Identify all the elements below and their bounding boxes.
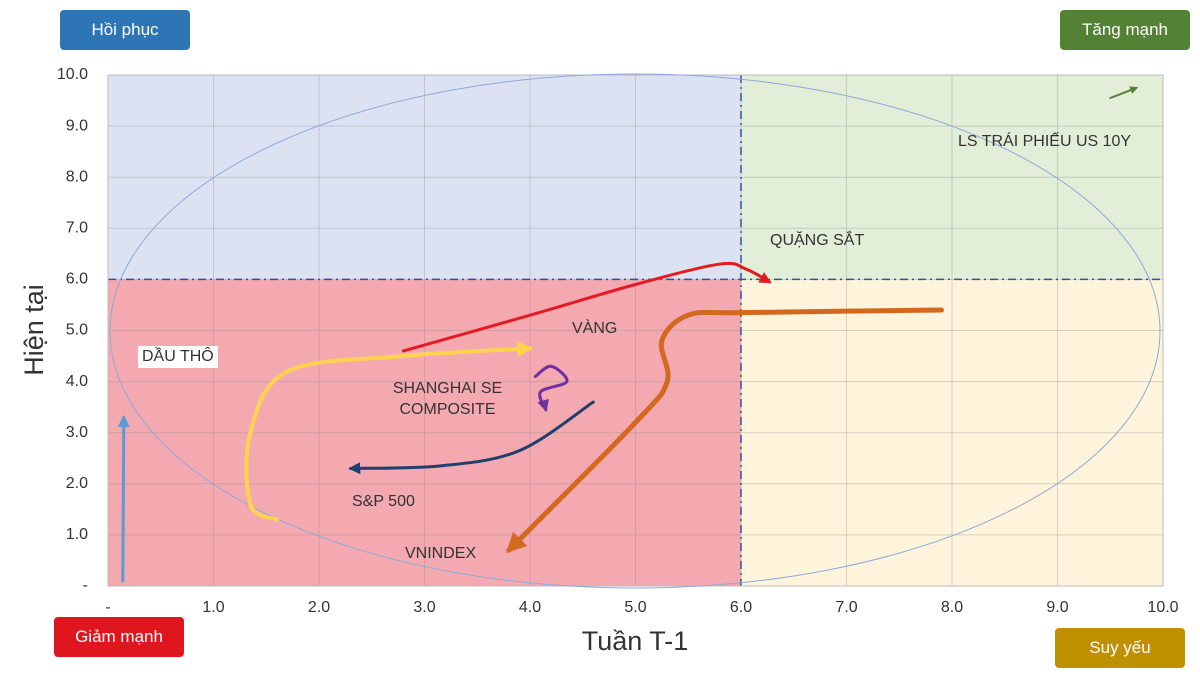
y-tick-label: 3.0 bbox=[66, 424, 88, 441]
x-tick-label: 7.0 bbox=[835, 599, 857, 616]
y-tick-label: 4.0 bbox=[66, 373, 88, 390]
series-line bbox=[244, 341, 534, 522]
quadrant-label: Hồi phục bbox=[60, 10, 190, 50]
series-line bbox=[1109, 86, 1139, 99]
y-tick-label: 6.0 bbox=[66, 271, 88, 288]
y-tick-label: 5.0 bbox=[66, 322, 88, 339]
x-tick-label: 2.0 bbox=[308, 599, 330, 616]
quadrant-label: Tăng mạnh bbox=[1060, 10, 1190, 50]
series-line bbox=[348, 400, 595, 475]
series-label: DẦU THÔ bbox=[138, 346, 218, 368]
x-tick-label: 9.0 bbox=[1046, 599, 1068, 616]
series-line bbox=[117, 414, 130, 583]
quadrant-label: Giảm mạnh bbox=[54, 617, 184, 657]
series-line bbox=[533, 364, 569, 413]
x-axis-label: Tuần T-1 bbox=[582, 626, 689, 656]
x-tick-label: - bbox=[105, 599, 110, 616]
series-label: SHANGHAI SE COMPOSITE bbox=[392, 380, 503, 418]
series-label: VÀNG bbox=[572, 320, 618, 337]
y-tick-label: 7.0 bbox=[66, 220, 88, 237]
series-label: QUẶNG SẮT bbox=[770, 232, 865, 249]
series-line bbox=[401, 261, 772, 353]
x-tick-label: 10.0 bbox=[1147, 599, 1178, 616]
x-tick-label: 5.0 bbox=[624, 599, 646, 616]
quadrant-bg bbox=[741, 279, 1163, 586]
series-label: VNINDEX bbox=[405, 545, 477, 562]
y-tick-label: 9.0 bbox=[66, 117, 88, 134]
quadrant-bg bbox=[741, 75, 1163, 280]
y-tick-label: 1.0 bbox=[66, 526, 88, 543]
x-tick-label: 1.0 bbox=[202, 599, 224, 616]
series-label: LS TRÁI PHIẾU US 10Y bbox=[958, 133, 1132, 150]
y-tick-label: 10.0 bbox=[57, 66, 88, 83]
y-tick-label: 2.0 bbox=[66, 475, 88, 492]
quadrant-label: Suy yếu bbox=[1055, 628, 1185, 668]
x-tick-label: 6.0 bbox=[730, 599, 752, 616]
y-axis-label: Hiện tại bbox=[19, 284, 49, 376]
ellipse bbox=[109, 73, 1161, 589]
series-line bbox=[506, 307, 944, 554]
x-tick-label: 4.0 bbox=[519, 599, 541, 616]
x-tick-label: 3.0 bbox=[413, 599, 435, 616]
y-tick-label: - bbox=[83, 577, 88, 594]
plot-border bbox=[107, 74, 1164, 587]
series-label: S&P 500 bbox=[352, 493, 415, 510]
quadrant-bg bbox=[108, 279, 741, 586]
x-tick-label: 8.0 bbox=[941, 599, 963, 616]
y-tick-label: 8.0 bbox=[66, 168, 88, 185]
